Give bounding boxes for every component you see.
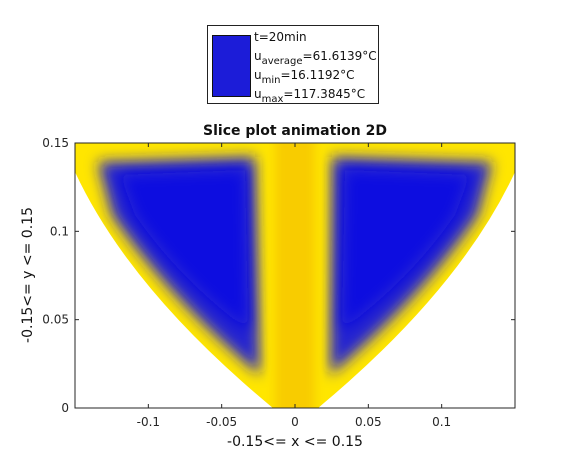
center-band xyxy=(268,143,322,408)
right-cold-lobe-core xyxy=(342,170,470,330)
legend-max: umax=117.3845°C xyxy=(254,87,366,105)
x-tick-label: -0.05 xyxy=(206,415,237,429)
legend-swatch xyxy=(212,35,251,97)
legend-time: t=20min xyxy=(254,30,307,44)
legend-average: uaverage=61.6139°C xyxy=(254,49,377,67)
heatmap-field xyxy=(75,143,515,408)
left-cold-lobe-core xyxy=(120,170,248,330)
x-axis-label: -0.15<= x <= 0.15 xyxy=(227,434,363,450)
y-tick-label: 0.15 xyxy=(42,136,69,150)
legend-min: umin=16.1192°C xyxy=(254,68,355,86)
chart-title: Slice plot animation 2D xyxy=(203,123,387,139)
legend-text: t=20min uaverage=61.6139°C umin=16.1192°… xyxy=(254,28,377,105)
x-tick-label: 0.05 xyxy=(355,415,382,429)
y-tick-label: 0 xyxy=(61,401,69,415)
y-tick-label: 0.1 xyxy=(50,224,69,238)
legend: t=20min uaverage=61.6139°C umin=16.1192°… xyxy=(207,25,379,105)
y-axis-label: -0.15<= y <= 0.15 xyxy=(20,207,36,343)
x-tick-label: -0.1 xyxy=(137,415,160,429)
x-tick-label: 0.1 xyxy=(432,415,451,429)
x-tick-label: 0 xyxy=(291,415,299,429)
axis-ticks: -0.1 -0.05 0 0.05 0.1 0 0.05 0.1 0.15 xyxy=(42,136,515,429)
y-tick-label: 0.05 xyxy=(42,313,69,327)
